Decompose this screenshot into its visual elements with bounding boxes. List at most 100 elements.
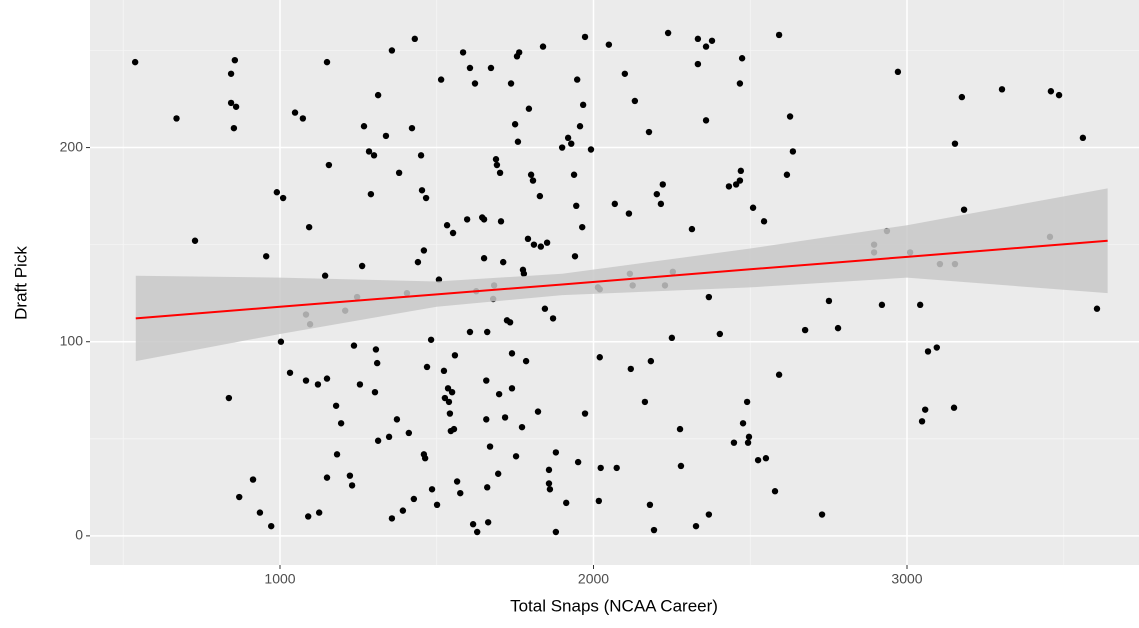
- point: [417, 152, 425, 159]
- point: [613, 464, 620, 472]
- point: [916, 301, 924, 309]
- point: [522, 357, 530, 365]
- point: [365, 148, 373, 155]
- point: [688, 225, 696, 233]
- point: [393, 416, 401, 423]
- point: [579, 101, 587, 109]
- point: [422, 194, 430, 202]
- point: [484, 484, 491, 491]
- point: [374, 91, 382, 99]
- point: [501, 414, 509, 421]
- point: [506, 319, 514, 326]
- point: [627, 365, 635, 373]
- point: [356, 381, 364, 388]
- point: [367, 190, 375, 198]
- point: [694, 35, 702, 43]
- point: [333, 451, 341, 458]
- point: [789, 148, 797, 155]
- point: [659, 181, 666, 188]
- point: [484, 328, 491, 336]
- point: [493, 161, 501, 169]
- point: [323, 58, 331, 66]
- point: [466, 328, 474, 336]
- point: [471, 80, 479, 87]
- point: [645, 128, 653, 136]
- point: [323, 474, 331, 481]
- point: [399, 507, 407, 514]
- point: [273, 189, 281, 196]
- point: [737, 167, 745, 175]
- point: [708, 37, 716, 44]
- point: [647, 357, 655, 365]
- point: [421, 455, 429, 462]
- point: [653, 190, 661, 198]
- point: [1047, 88, 1055, 95]
- point: [459, 49, 467, 56]
- point: [448, 388, 456, 396]
- point: [581, 410, 589, 417]
- y-axis-title: Draft Pick: [11, 246, 30, 320]
- point: [230, 124, 238, 132]
- point: [546, 486, 554, 493]
- point: [466, 64, 474, 72]
- point: [894, 68, 902, 76]
- point: [428, 486, 436, 493]
- point: [262, 253, 270, 260]
- point: [480, 255, 488, 262]
- point: [716, 330, 724, 338]
- point: [348, 482, 356, 489]
- point: [410, 495, 418, 503]
- point: [664, 29, 672, 37]
- point: [579, 223, 586, 231]
- point: [558, 144, 566, 151]
- point: [657, 200, 665, 208]
- point: [762, 455, 770, 462]
- point: [702, 117, 710, 124]
- point: [473, 528, 481, 536]
- point: [346, 472, 354, 479]
- point: [545, 466, 553, 474]
- point: [641, 398, 649, 406]
- point: [302, 377, 310, 384]
- point: [730, 439, 738, 446]
- point: [760, 218, 768, 225]
- point: [325, 161, 333, 169]
- point: [677, 462, 685, 470]
- point: [453, 478, 461, 485]
- point: [395, 169, 403, 177]
- point: [314, 381, 322, 388]
- point: [739, 420, 747, 427]
- point: [775, 31, 783, 39]
- point: [1093, 305, 1101, 312]
- point: [382, 132, 390, 140]
- point: [530, 241, 538, 248]
- point: [595, 497, 603, 505]
- point: [337, 420, 345, 427]
- point: [433, 501, 441, 509]
- point: [423, 363, 431, 371]
- point: [668, 334, 676, 342]
- point: [611, 200, 619, 208]
- point: [497, 218, 505, 225]
- point: [249, 476, 257, 483]
- point: [463, 216, 471, 223]
- point: [744, 439, 752, 446]
- point: [825, 297, 833, 305]
- point: [564, 134, 572, 142]
- regression-line: [135, 239, 1108, 320]
- point: [736, 177, 744, 184]
- x-tick-label: 3000: [891, 571, 922, 587]
- point: [552, 449, 560, 456]
- point: [571, 253, 579, 260]
- point: [435, 276, 443, 283]
- point: [450, 425, 458, 433]
- point: [487, 64, 495, 72]
- point: [694, 60, 702, 68]
- point: [587, 146, 595, 153]
- point: [484, 519, 492, 526]
- point: [225, 394, 233, 402]
- point: [191, 237, 199, 244]
- point: [563, 499, 570, 507]
- point: [305, 513, 312, 520]
